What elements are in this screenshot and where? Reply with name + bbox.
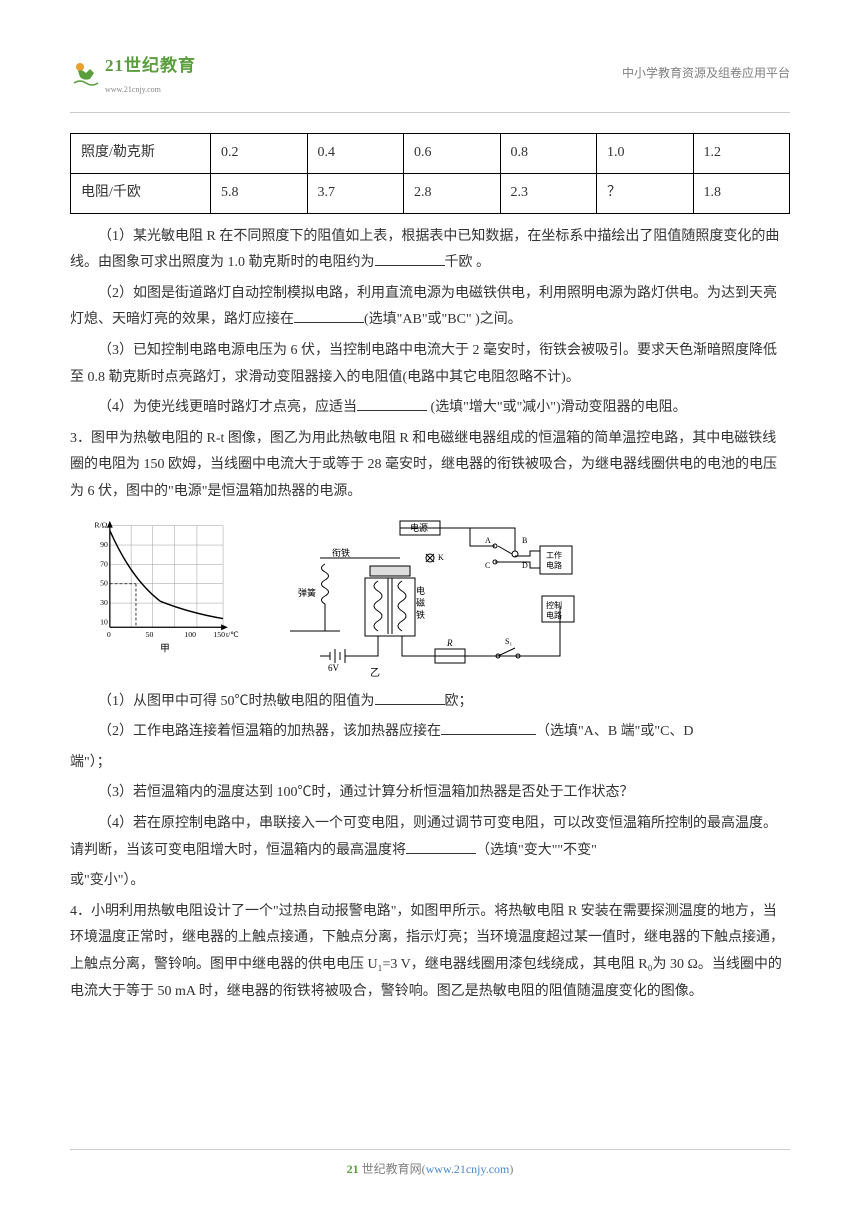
footer: 21 世纪教育网(www.21cnjy.com) [0, 1149, 860, 1181]
table-cell: 5.8 [211, 174, 308, 214]
footer-brand: 21 [347, 1162, 359, 1176]
footer-link[interactable]: www.21cnjy.com [426, 1162, 510, 1176]
table-cell: 电阻/千欧 [71, 174, 211, 214]
question-2-1: （1）某光敏电阻 R 在不同照度下的阻值如上表，根据表中已知数据，在坐标系中描绘… [70, 224, 790, 277]
svg-text:30: 30 [100, 598, 108, 607]
svg-text:S₁: S₁ [505, 637, 512, 646]
table-cell: 1.2 [693, 134, 790, 174]
table-cell: 0.2 [211, 134, 308, 174]
question-3-4-cont: 或"变小"）。 [70, 868, 790, 895]
table-cell: 0.8 [500, 134, 597, 174]
question-3-2: （2）工作电路连接着恒温箱的加热器，该加热器应接在（选填"A、B 端"或"C、D [70, 719, 790, 746]
question-3-1: （1）从图甲中可得 50℃时热敏电阻的阻值为欧； [70, 689, 790, 716]
table-cell: 0.4 [307, 134, 404, 174]
page-header: 21世纪教育 www.21cnjy.com 中小学教育资源及组卷应用平台 [70, 50, 790, 97]
svg-text:电源: 电源 [410, 522, 428, 533]
table-cell: 2.8 [404, 174, 501, 214]
svg-text:150: 150 [213, 630, 225, 639]
figure-row: R/Ω 90 70 50 30 10 0 50 100 150 t/℃ 甲 A … [90, 516, 790, 681]
svg-text:B: B [522, 536, 527, 545]
table-cell: 1.8 [693, 174, 790, 214]
blank[interactable] [375, 691, 445, 705]
svg-text:工作: 工作 [546, 550, 562, 560]
table-cell: 0.6 [404, 134, 501, 174]
svg-text:t/℃: t/℃ [226, 630, 239, 639]
table-cell: ？ [597, 174, 694, 214]
blank[interactable] [294, 309, 364, 323]
svg-text:90: 90 [100, 540, 108, 549]
header-subtitle: 中小学教育资源及组卷应用平台 [622, 62, 790, 85]
svg-text:磁: 磁 [416, 597, 425, 608]
table-cell: 2.3 [500, 174, 597, 214]
circuit-diagram: A B C D K [270, 516, 580, 681]
logo: 21世纪教育 www.21cnjy.com [70, 50, 196, 97]
question-3-2-cont: 端"）； [70, 750, 790, 777]
svg-text:R/Ω: R/Ω [94, 520, 107, 529]
question-3-intro: 3．图甲为热敏电阻的 R-t 图像，图乙为用此热敏电阻 R 和电磁继电器组成的恒… [70, 426, 790, 506]
svg-text:10: 10 [100, 617, 108, 626]
svg-text:衔铁: 衔铁 [332, 547, 350, 558]
svg-text:100: 100 [184, 630, 196, 639]
question-2-3: （3）已知控制电路电源电压为 6 伏，当控制电路中电流大于 2 毫安时，衔铁会被… [70, 338, 790, 391]
svg-text:A: A [485, 536, 491, 545]
svg-text:K: K [438, 553, 444, 562]
svg-text:0: 0 [107, 630, 111, 639]
svg-text:电: 电 [416, 585, 425, 596]
svg-text:R: R [446, 638, 453, 648]
blank[interactable] [357, 397, 427, 411]
blank[interactable] [406, 840, 476, 854]
svg-text:控制: 控制 [546, 600, 562, 610]
question-4: 4．小明利用热敏电阻设计了一个"过热自动报警电路"，如图甲所示。将热敏电阻 R … [70, 899, 790, 1005]
svg-text:电路: 电路 [546, 560, 562, 570]
table-row: 电阻/千欧 5.8 3.7 2.8 2.3 ？ 1.8 [71, 174, 790, 214]
blank[interactable] [375, 252, 445, 266]
svg-text:C: C [485, 561, 490, 570]
header-divider [70, 112, 790, 113]
footer-text: ) [509, 1162, 513, 1176]
logo-icon [70, 59, 100, 89]
table-cell: 1.0 [597, 134, 694, 174]
svg-text:铁: 铁 [416, 609, 425, 620]
svg-text:弹簧: 弹簧 [298, 587, 316, 598]
rt-graph: R/Ω 90 70 50 30 10 0 50 100 150 t/℃ 甲 [90, 516, 240, 666]
logo-sub: www.21cnjy.com [105, 82, 196, 97]
question-3-3: （3）若恒温箱内的温度达到 100℃时，通过计算分析恒温箱加热器是否处于工作状态… [70, 780, 790, 807]
blank[interactable] [441, 721, 536, 735]
logo-main: 21世纪教育 [105, 50, 196, 82]
table-cell: 3.7 [307, 174, 404, 214]
svg-text:70: 70 [100, 559, 108, 568]
table-cell: 照度/勒克斯 [71, 134, 211, 174]
svg-text:乙: 乙 [370, 667, 380, 679]
data-table: 照度/勒克斯 0.2 0.4 0.6 0.8 1.0 1.2 电阻/千欧 5.8… [70, 133, 790, 213]
svg-text:50: 50 [146, 630, 154, 639]
svg-text:50: 50 [100, 578, 108, 587]
table-row: 照度/勒克斯 0.2 0.4 0.6 0.8 1.0 1.2 [71, 134, 790, 174]
question-2-4: （4）为使光线更暗时路灯才点亮，应适当 (选填"增大"或"减小")滑动变阻器的电… [70, 395, 790, 422]
svg-text:6V: 6V [328, 663, 340, 673]
question-2-2: （2）如图是街道路灯自动控制模拟电路，利用直流电源为电磁铁供电，利用照明电源为路… [70, 281, 790, 334]
question-3-4: （4）若在原控制电路中，串联接入一个可变电阻，则通过调节可变电阻，可以改变恒温箱… [70, 811, 790, 864]
svg-text:电路: 电路 [546, 610, 562, 620]
logo-text: 21世纪教育 www.21cnjy.com [105, 50, 196, 97]
footer-text: 世纪教育网( [359, 1162, 426, 1176]
svg-text:甲: 甲 [160, 643, 170, 654]
